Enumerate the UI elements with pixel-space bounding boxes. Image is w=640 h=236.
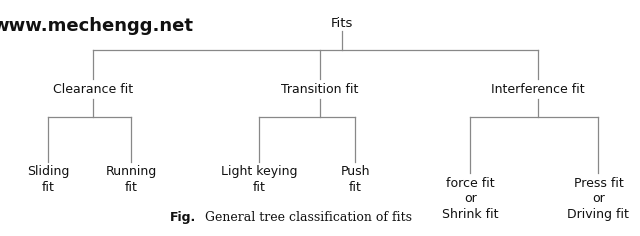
Text: Fits: Fits [332,17,353,30]
Text: Fig.: Fig. [170,211,196,224]
Text: Interference fit: Interference fit [491,83,584,96]
Text: Sliding
fit: Sliding fit [27,165,69,194]
Text: Clearance fit: Clearance fit [52,83,133,96]
Text: Running
fit: Running fit [106,165,157,194]
Text: General tree classification of fits: General tree classification of fits [205,211,412,224]
Text: www.mechengg.net: www.mechengg.net [0,17,193,34]
Text: force fit
or
Shrink fit: force fit or Shrink fit [442,177,499,221]
Text: Transition fit: Transition fit [282,83,358,96]
Text: Press fit
or
Driving fit: Press fit or Driving fit [568,177,629,221]
Text: Light keying
fit: Light keying fit [221,165,298,194]
Text: Push
fit: Push fit [340,165,370,194]
